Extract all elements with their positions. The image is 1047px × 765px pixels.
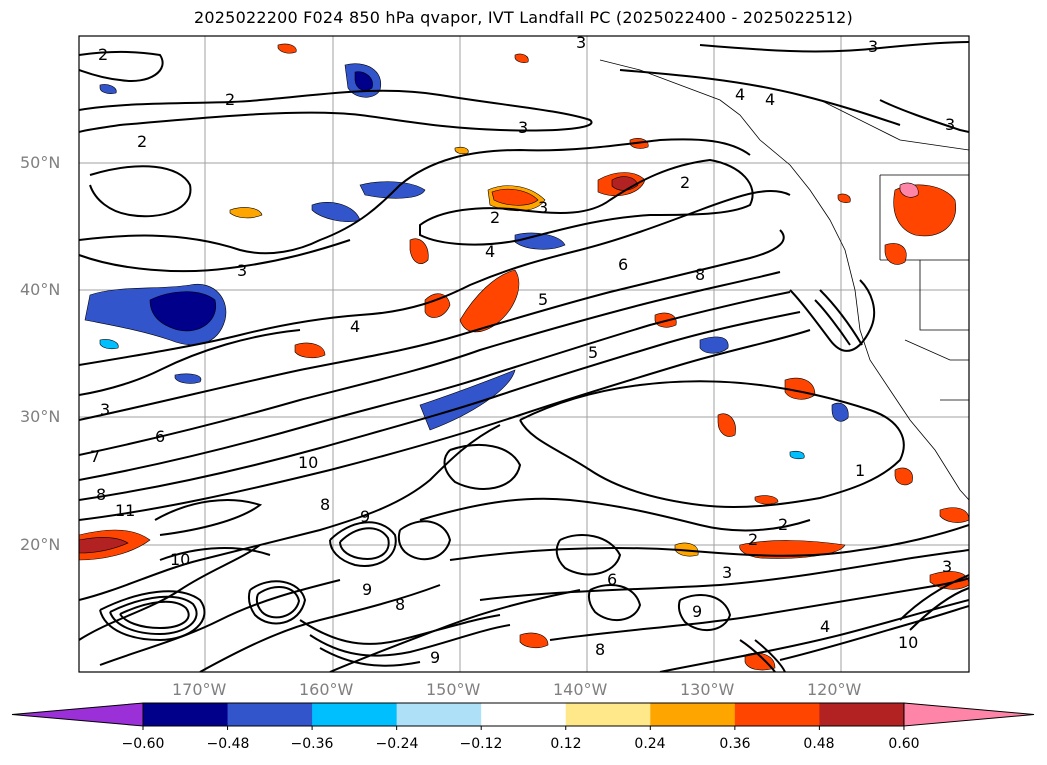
contour-label: 2 [748,530,758,549]
lon-label-150w: 150°W [426,680,481,699]
colorbar-tick-label: −0.36 [290,736,334,752]
colorbar-tick-label: −0.48 [206,736,250,752]
colorbar-tick-label: 0.24 [634,736,666,752]
contour-label: 2 [680,173,690,192]
lon-label-120w: 120°W [807,680,862,699]
contour-label: 6 [618,255,628,274]
contour-label: 3 [942,557,952,576]
contour-label: 2 [98,45,108,64]
contour-label: 9 [692,602,702,621]
lat-label-40n: 40°N [20,280,61,299]
colorbar-segment [734,703,820,726]
contour-label: 3 [722,563,732,582]
colorbar-tick-label: 0.48 [803,736,835,752]
contour-label: 3 [868,37,878,56]
contour-label: 9 [362,580,372,599]
colorbar-tick-label: −0.12 [459,736,503,752]
contour-label: 1 [855,461,865,480]
contour-label: 4 [735,85,745,104]
contour-label: 3 [945,115,955,134]
contour-label: 4 [820,617,830,636]
lon-label-160w: 160°W [299,680,354,699]
colorbar-segment [565,703,651,726]
contour-label: 4 [350,317,360,336]
colorbar-tick-label: 0.12 [550,736,582,752]
ivt-contours [79,41,969,672]
contour-label: 3 [237,261,247,280]
map-title: 2025022200 F024 850 hPa qvapor, IVT Land… [194,8,853,27]
lat-label-50n: 50°N [20,153,61,172]
map-frame [78,35,970,673]
contour-label: 9 [430,648,440,667]
qvapor-positive-shading [79,43,969,671]
contour-label: 4 [765,90,775,109]
colorbar-tick-label: 0.36 [719,736,751,752]
ivt-contours-dense [99,444,969,672]
contour-label: 10 [170,550,190,569]
colorbar-segment [650,703,736,726]
contour-label: 3 [518,118,528,137]
colorbar-segment [481,703,567,726]
contour-label: 9 [360,507,370,526]
contour-label: 5 [538,290,548,309]
colorbar-segment [227,703,313,726]
contour-label: 3 [576,33,586,52]
colorbar-outline [142,702,905,727]
contour-label: 10 [898,633,918,652]
contour-label: 3 [100,400,110,419]
contour-label: 6 [155,427,165,446]
contour-label: 8 [695,265,705,284]
contour-label: 4 [485,242,495,261]
contour-label: 11 [115,501,135,520]
contour-label: 2 [137,132,147,151]
lat-label-20n: 20°N [20,535,61,554]
qvapor-negative-shading [84,63,849,460]
colorbar-extend-low [11,702,144,727]
contour-label: 3 [538,198,548,217]
contour-label: 8 [320,495,330,514]
contour-label: 6 [607,570,617,589]
lon-label-170w: 170°W [172,680,227,699]
colorbar-extend-high [903,702,1035,727]
colorbar-segments [11,702,1035,730]
contour-label: 8 [395,595,405,614]
colorbar-segment [312,703,398,726]
contour-label: 2 [490,208,500,227]
contour-label: 10 [298,453,318,472]
contour-label: 5 [588,343,598,362]
contour-label: 8 [96,485,106,504]
colorbar-tick-label: 0.60 [888,736,920,752]
colorbar-tick-label: −0.60 [121,736,165,752]
contour-label: 7 [90,447,100,466]
colorbar-tick-label: −0.24 [375,736,419,752]
contour-label: 2 [778,515,788,534]
colorbar-segment [143,703,229,726]
colorbar-segment [819,703,905,726]
colorbar-segment [396,703,482,726]
coastline [599,59,969,501]
contour-label: 8 [595,640,605,659]
map-background [79,36,969,672]
lon-label-140w: 140°W [553,680,608,699]
lon-label-130w: 130°W [680,680,735,699]
contour-labels: 2 2 3 2 3 3 3 2 4 4 3 3 2 4 6 8 4 5 5 3 … [90,33,955,667]
map-panel: 2 2 3 2 3 3 3 2 4 4 3 3 2 4 6 8 4 5 5 3 … [78,33,970,673]
lat-label-30n: 30°N [20,407,61,426]
contour-label: 2 [225,90,235,109]
